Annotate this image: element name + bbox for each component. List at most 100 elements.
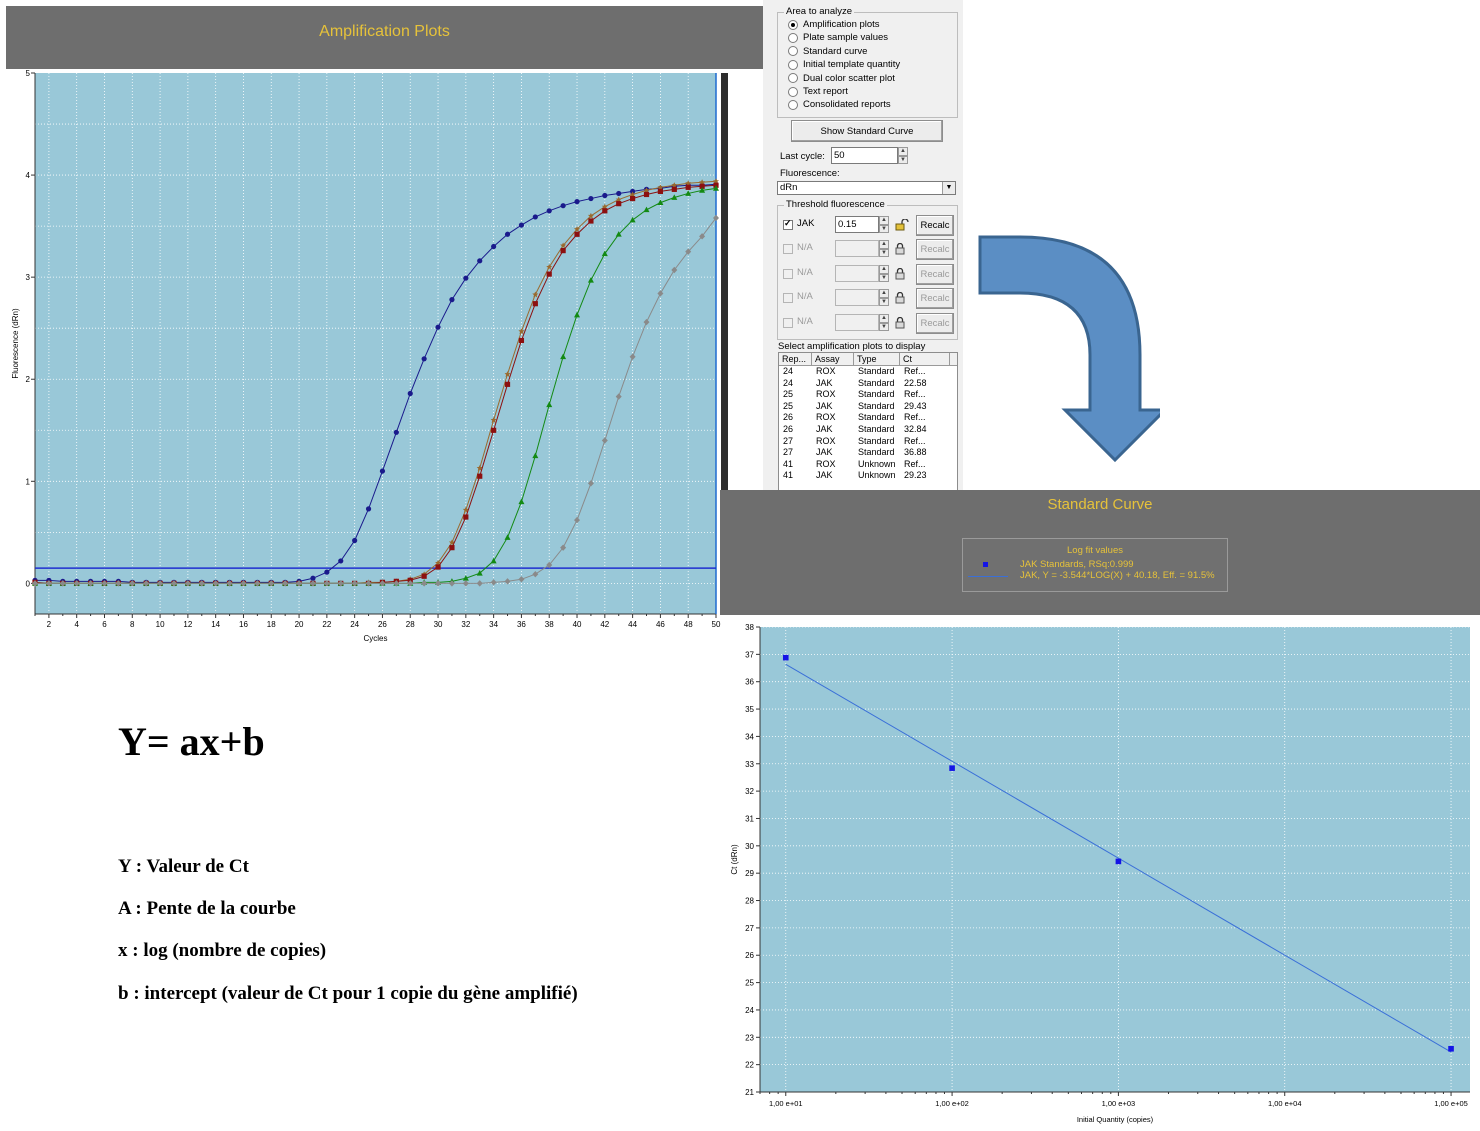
column-header-rep[interactable]: Rep...: [779, 353, 812, 365]
threshold-input[interactable]: [835, 289, 879, 307]
table-row[interactable]: 41 JAK Unknown 29.23: [779, 470, 957, 482]
radio-button[interactable]: [788, 99, 798, 110]
data-point: [532, 301, 538, 307]
lock-icon[interactable]: [895, 292, 905, 304]
standard-curve-chart[interactable]: 21 22 23 24 25 26 27 28 29 30 31 32 33 34 35 36 37 38 1,00…: [720, 615, 1480, 1131]
threshold-checkbox[interactable]: [783, 268, 793, 279]
data-point: [643, 191, 650, 198]
radio-button[interactable]: [788, 59, 798, 70]
last-cycle-up-arrow-icon[interactable]: ▲: [898, 147, 908, 156]
threshold-up-arrow-icon[interactable]: ▲: [879, 264, 889, 274]
fluorescence-select[interactable]: dRn ▼: [777, 181, 956, 195]
table-row[interactable]: 24 JAK Standard 22.58: [779, 378, 957, 390]
data-point: [615, 231, 622, 237]
data-point: [115, 580, 122, 587]
last-cycle-down-arrow-icon[interactable]: ▼: [898, 156, 908, 164]
threshold-checkbox[interactable]: [783, 244, 793, 255]
area-option-1[interactable]: Amplification plots: [788, 18, 880, 31]
table-row[interactable]: 27 ROX Standard Ref...: [779, 436, 957, 448]
amplification-plots-list[interactable]: Rep... Assay Type Ct 24 ROX Standard Ref...…: [778, 352, 958, 492]
threshold-down-arrow-icon[interactable]: ▼: [879, 322, 889, 331]
threshold-up-arrow-icon[interactable]: ▲: [879, 240, 889, 250]
data-point: [532, 570, 539, 578]
x-tick-label: 1,00 e+02: [935, 1099, 969, 1108]
data-point: [504, 381, 511, 387]
data-point: [449, 545, 455, 551]
data-point: [476, 569, 483, 576]
threshold-input[interactable]: [835, 240, 879, 258]
data-point: [546, 263, 553, 270]
x-tick-label: 48: [684, 620, 693, 629]
chevron-down-icon[interactable]: ▼: [942, 182, 955, 194]
recalc-button[interactable]: Recalc: [916, 239, 954, 261]
area-option-5[interactable]: Dual color scatter plot: [788, 72, 895, 85]
table-row[interactable]: 41 ROX Unknown Ref...: [779, 459, 957, 471]
area-option-3[interactable]: Standard curve: [788, 45, 867, 58]
show-standard-curve-button[interactable]: Show Standard Curve: [791, 120, 943, 142]
data-point: [393, 580, 400, 587]
radio-button[interactable]: [788, 73, 798, 84]
table-row[interactable]: 25 JAK Standard 29.43: [779, 401, 957, 413]
data-point: [588, 218, 594, 224]
radio-button[interactable]: [788, 46, 798, 57]
last-cycle-input[interactable]: 50: [831, 147, 898, 164]
area-option-2[interactable]: Plate sample values: [788, 31, 888, 44]
recalc-button[interactable]: Recalc: [916, 312, 954, 334]
threshold-checkbox[interactable]: [783, 218, 793, 230]
threshold-down-arrow-icon[interactable]: ▼: [879, 273, 889, 282]
threshold-up-arrow-icon[interactable]: ▲: [879, 216, 889, 225]
radio-button[interactable]: [788, 86, 798, 97]
threshold-up-arrow-icon[interactable]: ▲: [879, 289, 889, 299]
amplification-chart[interactable]: 2 4 6 8 10 12 14 16 18 20 22 24 26 28 30 32 34 36 38 40 42 44…: [0, 69, 728, 659]
lock-icon[interactable]: [895, 316, 905, 329]
x-tick-label: 44: [628, 620, 637, 629]
area-option-label: Amplification plots: [803, 19, 880, 30]
data-point: [462, 580, 469, 587]
area-option-4[interactable]: Initial template quantity: [788, 58, 900, 71]
table-row[interactable]: 26 ROX Standard Ref...: [779, 412, 957, 424]
unlock-icon[interactable]: [895, 218, 909, 231]
radio-button[interactable]: [788, 19, 798, 30]
lock-icon[interactable]: [895, 267, 905, 280]
threshold-label: N/A: [797, 315, 813, 327]
threshold-checkbox[interactable]: [783, 293, 793, 304]
data-point: [630, 195, 636, 202]
x-tick-label: 6: [102, 620, 107, 629]
data-point: [546, 561, 553, 569]
recalc-button[interactable]: Recalc: [916, 215, 954, 236]
table-cell: 32.84: [904, 423, 927, 434]
threshold-down-arrow-icon[interactable]: ▼: [879, 298, 889, 307]
data-point: [157, 580, 164, 587]
threshold-input[interactable]: [835, 264, 879, 282]
data-point: [546, 401, 553, 408]
threshold-up-arrow-icon[interactable]: ▲: [879, 313, 889, 323]
recalc-button[interactable]: Recalc: [916, 263, 954, 285]
area-option-6[interactable]: Text report: [788, 85, 848, 98]
threshold-input[interactable]: 0.15: [835, 216, 879, 233]
data-point: [421, 356, 427, 362]
column-header-ct[interactable]: Ct: [900, 353, 950, 365]
column-header-type[interactable]: Type: [854, 353, 900, 365]
column-header-assay[interactable]: Assay: [812, 353, 854, 365]
data-point: [518, 337, 525, 344]
threshold-checkbox[interactable]: [783, 317, 793, 328]
area-option-label: Dual color scatter plot: [803, 72, 895, 84]
table-cell: Unknown: [858, 470, 896, 481]
data-point: [643, 318, 650, 326]
y-tick-label: 29: [745, 869, 754, 878]
recalc-button[interactable]: Recalc: [916, 288, 954, 310]
threshold-input[interactable]: [835, 313, 879, 331]
data-point: [699, 233, 706, 240]
threshold-down-arrow-icon[interactable]: ▼: [879, 225, 889, 233]
threshold-label: N/A: [797, 242, 813, 254]
lock-icon[interactable]: [895, 243, 905, 255]
table-row[interactable]: 24 ROX Standard Ref...: [779, 366, 957, 378]
area-option-7[interactable]: Consolidated reports: [788, 98, 891, 111]
table-row[interactable]: 25 ROX Standard Ref...: [779, 389, 957, 401]
table-row[interactable]: 27 JAK Standard 36.88: [779, 447, 957, 459]
table-cell: JAK: [816, 423, 833, 434]
table-row[interactable]: 26 JAK Standard 32.84: [779, 424, 957, 436]
radio-button[interactable]: [788, 32, 798, 43]
data-point: [518, 328, 525, 335]
threshold-down-arrow-icon[interactable]: ▼: [879, 249, 889, 258]
